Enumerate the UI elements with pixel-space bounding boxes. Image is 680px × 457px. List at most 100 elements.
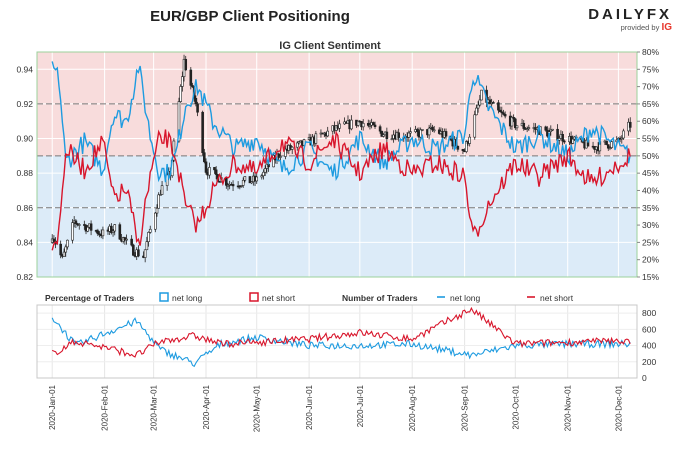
x-tick-label-7: 2020-Aug-01 [408, 384, 417, 431]
price-tick-3: 0.88 [16, 168, 33, 178]
candle-body [66, 239, 69, 248]
x-tick-label-5: 2020-Jun-01 [305, 384, 314, 429]
candle-body [297, 141, 301, 144]
pct-tick-6: 45% [642, 168, 659, 178]
candle-body [59, 243, 62, 256]
candle-body [62, 251, 66, 257]
candle-body [148, 228, 152, 233]
candle-body [427, 127, 431, 136]
candle-body [421, 129, 424, 131]
candle-body [415, 129, 419, 133]
candle-body [510, 117, 514, 127]
candle-body [226, 184, 230, 187]
brand-name: DAILYFX [588, 6, 672, 23]
candle-body [478, 99, 482, 106]
legend-pct-short-label: net short [262, 293, 296, 303]
x-tick-label-9: 2020-Oct-01 [511, 384, 520, 429]
bottom-panel-bg [37, 305, 637, 378]
pct-tick-1: 20% [642, 255, 659, 265]
price-axis: 0.82 0.84 0.86 0.88 0.90 0.92 0.94 [16, 64, 33, 282]
candle-body [366, 122, 370, 126]
pct-tick-7: 50% [642, 151, 659, 161]
chart-title: EUR/GBP Client Positioning [150, 8, 350, 25]
candle-body [130, 238, 133, 246]
candle-body [189, 69, 193, 86]
x-tick-label-11: 2020-Dec-01 [614, 384, 623, 431]
candle-body [201, 111, 204, 153]
candle-body [248, 176, 252, 184]
candle-body [214, 169, 218, 175]
candle-body [113, 224, 117, 232]
candle-body [514, 118, 517, 129]
net-long-pct-line [51, 61, 631, 183]
candle-body [132, 244, 135, 256]
candle-body [464, 141, 468, 152]
candle-body [262, 171, 265, 177]
count-axis: 0 200 400 600 800 [642, 308, 656, 383]
candle-body [527, 127, 531, 129]
candle-body [191, 85, 194, 88]
candle-body [571, 138, 575, 144]
candle-body [159, 194, 162, 196]
candle-body [125, 238, 128, 241]
legend: Percentage of Traders net long net short… [45, 292, 574, 303]
candle-body [563, 140, 566, 143]
candle-body [241, 179, 245, 186]
candle-body [356, 120, 360, 126]
candle-body [184, 58, 188, 71]
candle-body [444, 131, 448, 137]
candle-body [314, 133, 318, 144]
candle-body [475, 107, 478, 116]
date-axis: 2020-Jan-01 2020-Feb-01 2020-Mar-01 2020-Ap… [48, 384, 623, 432]
candle-body [110, 225, 113, 233]
candle-body [378, 126, 382, 132]
candle-body [74, 220, 78, 224]
pct-tick-3: 30% [642, 220, 659, 230]
candle-body [620, 137, 624, 140]
candle-body [203, 152, 206, 163]
candle-body [409, 131, 412, 134]
candle-body [468, 136, 471, 144]
legend-pct-title: Percentage of Traders [45, 293, 135, 303]
candle-body [606, 144, 610, 149]
candle-body [432, 129, 436, 132]
top-panel-frame [36, 51, 638, 278]
panel-title: IG Client Sentiment [279, 40, 381, 52]
candle-body [373, 124, 377, 127]
candle-body [295, 142, 299, 148]
candle-body [213, 167, 216, 171]
pct-tick-9: 60% [642, 116, 659, 126]
bottom-panel-frame [36, 304, 638, 379]
candle-body [473, 114, 477, 138]
candle-body [154, 212, 157, 230]
candle-body [71, 222, 74, 241]
candle-body [431, 126, 434, 131]
x-tick-label-2: 2020-Mar-01 [150, 384, 159, 430]
candle-body [605, 140, 608, 145]
candle-body [284, 148, 287, 157]
candle-body [181, 76, 184, 87]
candle-body [382, 134, 385, 137]
candle-body [385, 131, 389, 140]
candle-body [243, 176, 247, 181]
price-tick-4: 0.90 [16, 134, 33, 144]
candle-body [147, 232, 150, 242]
candle-body [290, 146, 294, 150]
candle-body [240, 185, 243, 187]
candle-body [561, 134, 564, 142]
x-tick-label-8: 2020-Sep-01 [461, 384, 470, 431]
candle-body [89, 223, 93, 231]
candle-body [492, 102, 495, 104]
candle-body [549, 129, 553, 132]
candle-body [96, 230, 100, 235]
brand-sub: provided by IG [620, 22, 672, 33]
candle-body [255, 176, 259, 182]
pct-tick-11: 70% [642, 82, 659, 92]
count-tick-2: 400 [642, 341, 656, 351]
pct-tick-5: 40% [642, 185, 659, 195]
net-short-count-line [51, 306, 631, 358]
candle-body [86, 226, 90, 232]
count-tick-4: 800 [642, 308, 656, 318]
candle-body [407, 132, 411, 138]
